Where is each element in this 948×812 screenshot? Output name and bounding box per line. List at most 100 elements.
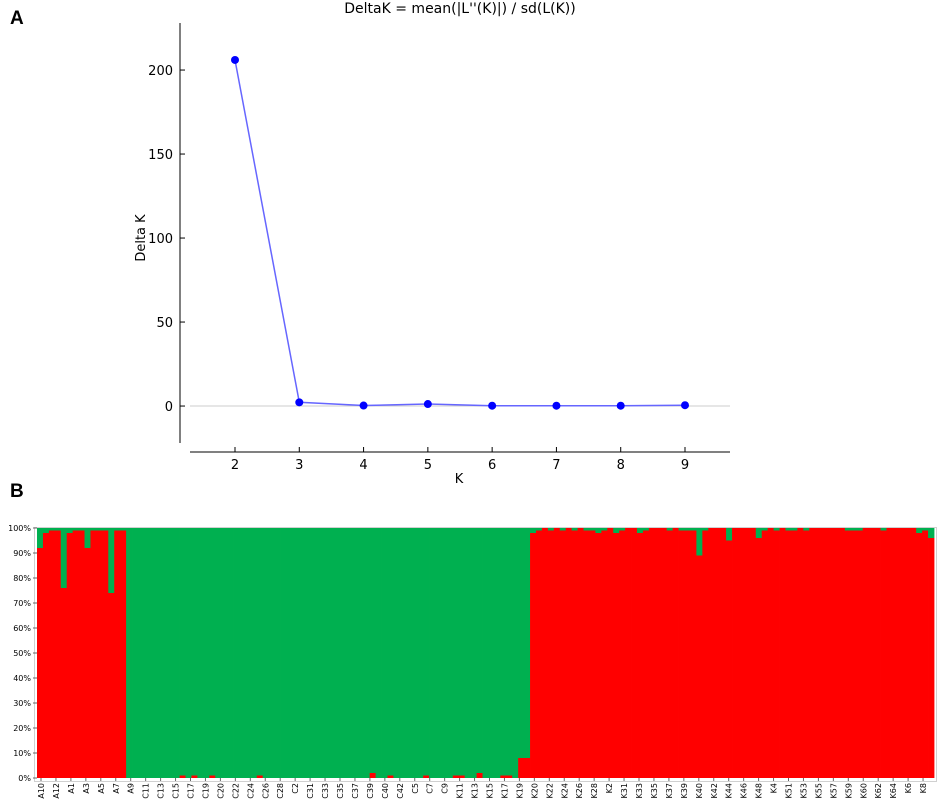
data-point <box>231 55 239 64</box>
cluster-red-segment <box>803 530 810 778</box>
cluster-red-segment <box>785 530 792 778</box>
cluster-red-segment <box>856 530 864 778</box>
cluster-green-segment <box>803 528 810 531</box>
cluster-red-segment <box>690 530 697 778</box>
x-tick-label: C11 <box>142 783 151 799</box>
x-tick-label: K19 <box>515 783 524 798</box>
x-tick-label: C39 <box>366 783 375 799</box>
cluster-green-segment <box>494 528 501 778</box>
cluster-green-segment <box>589 528 596 531</box>
x-tick-label: A12 <box>52 783 61 799</box>
cluster-green-segment <box>922 528 929 531</box>
cluster-green-segment <box>595 528 602 533</box>
cluster-red-segment <box>601 530 608 778</box>
cluster-red-segment <box>179 775 186 778</box>
x-tick-label: 6 <box>488 458 496 473</box>
y-tick-label: 70% <box>13 599 31 608</box>
cluster-green-segment <box>102 528 109 531</box>
x-tick-label: 2 <box>231 458 239 473</box>
x-tick-label: K33 <box>635 783 644 798</box>
cluster-red-segment <box>559 530 567 778</box>
cluster-green-segment <box>435 528 442 778</box>
cluster-green-segment <box>244 528 252 778</box>
x-tick-label: K64 <box>889 783 898 798</box>
cluster-red-segment <box>821 528 828 778</box>
cluster-red-segment <box>815 528 822 778</box>
cluster-green-segment <box>48 528 56 531</box>
x-tick-label: A9 <box>127 783 136 794</box>
cluster-red-segment <box>779 528 786 778</box>
cluster-red-segment <box>696 555 703 778</box>
cluster-green-segment <box>250 528 258 778</box>
cluster-red-segment <box>66 533 74 778</box>
cluster-red-segment <box>827 528 834 778</box>
cluster-green-segment <box>726 528 733 541</box>
x-tick-label: C9 <box>441 783 450 794</box>
cluster-red-segment <box>209 775 216 778</box>
cluster-green-segment <box>351 528 359 778</box>
x-tick-label: 5 <box>424 458 432 473</box>
cluster-green-segment <box>304 528 311 778</box>
cluster-green-segment <box>268 528 276 778</box>
x-tick-label: K55 <box>814 783 823 798</box>
cluster-red-segment <box>749 528 757 778</box>
cluster-green-segment <box>328 528 335 778</box>
cluster-green-segment <box>666 528 674 531</box>
x-tick-label: K39 <box>680 783 689 798</box>
cluster-red-segment <box>60 588 68 778</box>
cluster-green-segment <box>791 528 798 531</box>
cluster-green-segment <box>137 528 145 778</box>
cluster-red-segment <box>720 528 727 778</box>
cluster-green-segment <box>387 528 394 776</box>
data-point <box>295 398 304 407</box>
cluster-red-segment <box>678 530 685 778</box>
y-tick-label: 0% <box>18 774 31 783</box>
cluster-green-segment <box>316 528 323 778</box>
y-tick-label: 0 <box>165 400 173 415</box>
cluster-red-segment <box>916 533 923 778</box>
cluster-red-segment <box>54 530 62 778</box>
x-tick-label: C40 <box>381 783 390 799</box>
cluster-red-segment <box>452 775 460 778</box>
x-tick-label: K37 <box>665 783 674 798</box>
cluster-green-segment <box>155 528 163 778</box>
x-tick-label: A10 <box>37 783 46 799</box>
cluster-red-segment <box>761 530 769 778</box>
cluster-green-segment <box>696 528 703 556</box>
y-tick-label: 60% <box>13 624 31 633</box>
cluster-red-segment <box>910 528 917 778</box>
cluster-red-segment <box>583 530 590 778</box>
cluster-red-segment <box>78 530 85 778</box>
cluster-red-segment <box>72 530 79 778</box>
cluster-green-segment <box>518 528 525 758</box>
cluster-green-segment <box>785 528 792 531</box>
cluster-green-segment <box>78 528 85 531</box>
x-tick-label: K48 <box>755 783 764 798</box>
cluster-green-segment <box>423 528 430 776</box>
data-point <box>681 401 689 410</box>
cluster-red-segment <box>797 528 804 778</box>
x-tick-label: K57 <box>829 783 838 798</box>
cluster-red-segment <box>702 530 709 778</box>
cluster-green-segment <box>339 528 347 778</box>
delta-k-axes: 0 50 100 150 200 2 3 4 5 6 7 8 9 <box>148 23 730 473</box>
cluster-green-segment <box>880 528 887 531</box>
x-tick-label: K44 <box>725 783 734 798</box>
y-tick-label: 100% <box>8 524 31 533</box>
y-tick-label: 50 <box>156 316 173 331</box>
x-tick-label: C31 <box>306 783 315 799</box>
cluster-red-segment <box>726 540 733 778</box>
x-tick-label: C2 <box>291 783 300 794</box>
x-tick-label: A1 <box>67 783 76 794</box>
x-tick-label: K42 <box>710 783 719 798</box>
structure-bars <box>37 528 935 778</box>
x-tick-label: C7 <box>426 783 435 794</box>
x-tick-label: C22 <box>231 783 240 799</box>
cluster-green-segment <box>928 528 935 538</box>
cluster-green-segment <box>334 528 341 778</box>
cluster-red-segment <box>833 528 840 778</box>
cluster-red-segment <box>904 528 911 778</box>
x-tick-label: C19 <box>201 783 210 799</box>
cluster-red-segment <box>506 775 513 778</box>
cluster-green-segment <box>286 528 293 778</box>
